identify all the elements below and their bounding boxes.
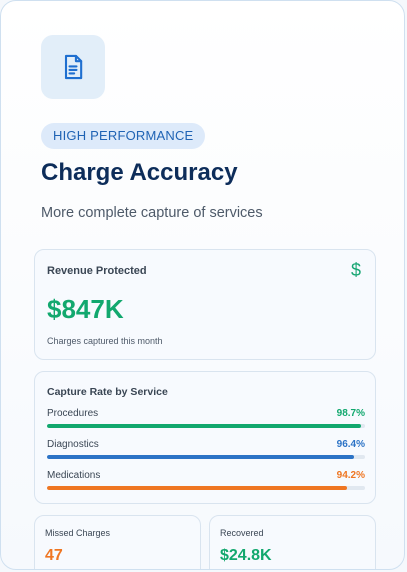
revenue-note: Charges captured this month [47, 336, 163, 346]
progress-track [47, 486, 365, 490]
capture-row-procedures: Procedures 98.7% [47, 408, 365, 438]
capture-row-diagnostics: Diagnostics 96.4% [47, 439, 365, 469]
row-label: Procedures [47, 408, 99, 419]
row-label: Medications [47, 470, 101, 481]
row-percent: 98.7% [336, 408, 365, 419]
performance-badge: HIGH PERFORMANCE [41, 123, 206, 149]
document-icon-tile [41, 35, 105, 99]
recovered-panel: Recovered $24.8K [209, 515, 376, 569]
card-title: Charge Accuracy [41, 159, 238, 186]
progress-fill [47, 486, 347, 490]
missed-charges-panel: Missed Charges 47 [34, 515, 201, 569]
card-subtitle: More complete capture of services [41, 205, 263, 221]
recovered-value: $24.8K [220, 547, 272, 564]
progress-fill [47, 424, 361, 428]
missed-charges-label: Missed Charges [45, 528, 111, 538]
capture-row-medications: Medications 94.2% [47, 470, 365, 500]
row-label: Diagnostics [47, 439, 99, 450]
dollar-icon: $ [350, 260, 361, 280]
progress-track [47, 424, 365, 428]
revenue-label: Revenue Protected [47, 265, 147, 277]
row-percent: 96.4% [336, 439, 365, 450]
row-percent: 94.2% [336, 470, 365, 481]
revenue-protected-panel: Revenue Protected $ $847K Charges captur… [34, 249, 376, 360]
missed-charges-value: 47 [45, 547, 63, 564]
document-icon [64, 54, 83, 80]
progress-track [47, 455, 365, 459]
capture-rate-title: Capture Rate by Service [47, 386, 168, 398]
progress-fill [47, 455, 354, 459]
recovered-label: Recovered [220, 528, 264, 538]
capture-rate-panel: Capture Rate by Service Procedures 98.7%… [34, 371, 376, 504]
revenue-value: $847K [47, 294, 124, 324]
